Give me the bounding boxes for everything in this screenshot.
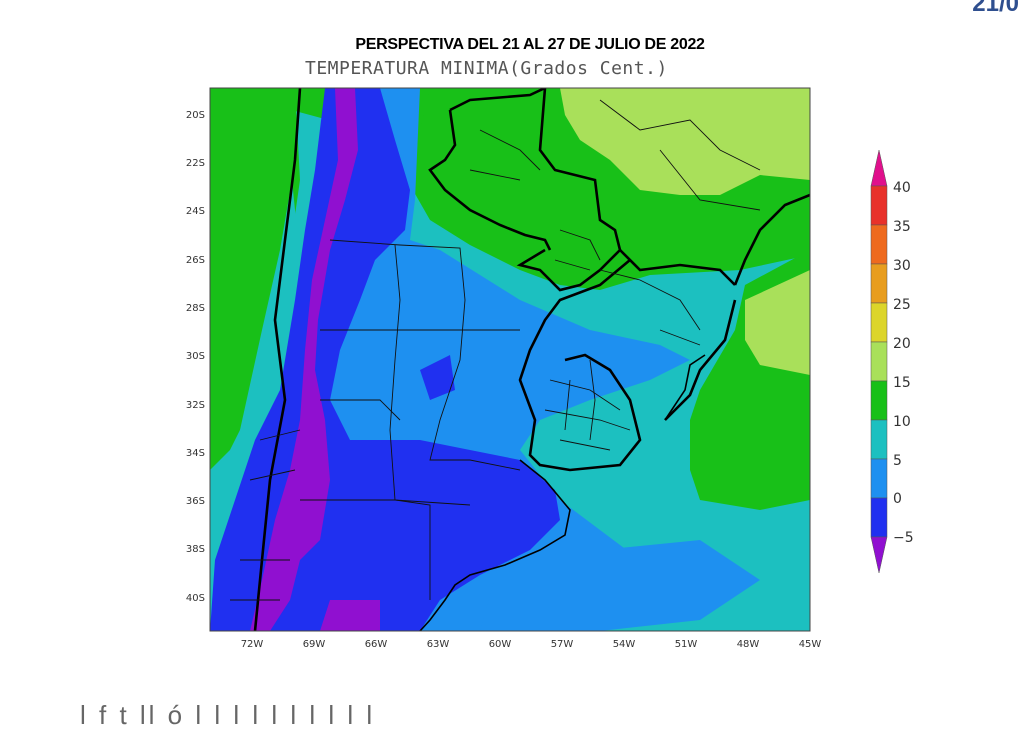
lat-label: 20S <box>186 110 205 121</box>
colorbar-segment <box>870 302 888 343</box>
colorbar-label: 35 <box>893 219 911 235</box>
map-subtitle: TEMPERATURA MINIMA(Grados Cent.) <box>305 58 668 79</box>
colorbar-label: 20 <box>893 336 911 352</box>
lon-label: 66W <box>365 639 388 650</box>
lon-label: 51W <box>675 639 698 650</box>
colorbar-segment <box>870 341 888 382</box>
cropped-caption-text: l f t ll ó l l l l l l l l l l <box>80 700 376 730</box>
lat-label: 40S <box>186 593 205 604</box>
longitude-axis: 72W 69W 66W 63W 60W 57W 54W 51W 48W 45W <box>241 639 822 650</box>
colorbar-label: 0 <box>893 491 902 507</box>
lat-label: 32S <box>186 400 205 411</box>
colorbar: 40 35 30 25 20 15 10 5 0 −5 <box>870 149 914 574</box>
colorbar-segment <box>870 224 888 265</box>
map-frame <box>209 87 811 632</box>
lat-label: 36S <box>186 496 205 507</box>
map-field <box>210 88 810 631</box>
country-borders <box>253 88 810 631</box>
lat-label: 28S <box>186 303 205 314</box>
temperature-map: 20S 22S 24S 26S 28S 30S 32S 34S 36S 38S … <box>186 87 914 650</box>
colorbar-segment <box>870 458 888 499</box>
colorbar-label: 10 <box>893 414 911 430</box>
colorbar-segment <box>870 380 888 421</box>
colorbar-bottom-arrow <box>870 536 888 574</box>
colorbar-top-arrow <box>870 149 888 187</box>
lat-label: 38S <box>186 544 205 555</box>
colorbar-segment <box>870 185 888 226</box>
lon-label: 69W <box>303 639 326 650</box>
lon-label: 57W <box>551 639 574 650</box>
colorbar-label: 30 <box>893 258 911 274</box>
lon-label: 54W <box>613 639 636 650</box>
colorbar-label: 40 <box>893 180 911 196</box>
lon-label: 72W <box>241 639 264 650</box>
lon-label: 63W <box>427 639 450 650</box>
lat-label: 26S <box>186 255 205 266</box>
coastlines <box>419 354 706 631</box>
map-title: PERSPECTIVA DEL 21 AL 27 DE JULIO DE 202… <box>355 36 705 53</box>
colorbar-segment <box>870 263 888 304</box>
lat-label: 24S <box>186 206 205 217</box>
colorbar-label: 5 <box>893 453 902 469</box>
colorbar-label: 15 <box>893 375 911 391</box>
lat-label: 30S <box>186 351 205 362</box>
latitude-axis: 20S 22S 24S 26S 28S 30S 32S 34S 36S 38S … <box>186 110 205 604</box>
lon-label: 60W <box>489 639 512 650</box>
colorbar-segment <box>870 497 888 538</box>
corner-date-fragment: 21/0 <box>972 0 1019 17</box>
colorbar-segment <box>870 419 888 460</box>
colorbar-label: −5 <box>893 530 914 546</box>
colorbar-label: 25 <box>893 297 911 313</box>
lon-label: 48W <box>737 639 760 650</box>
lat-label: 34S <box>186 448 205 459</box>
lon-label: 45W <box>799 639 822 650</box>
lat-label: 22S <box>186 158 205 169</box>
province-borders <box>230 99 761 601</box>
